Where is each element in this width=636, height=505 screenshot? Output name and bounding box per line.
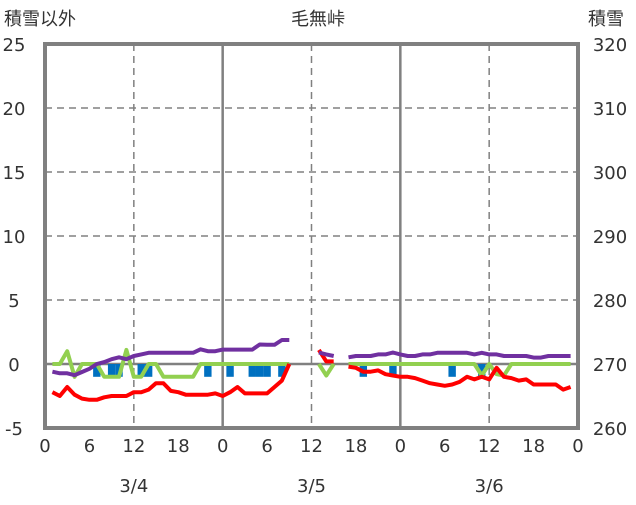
- precip-bar: [137, 364, 145, 377]
- x-tick-label: 18: [167, 436, 190, 457]
- x-tick-label: 0: [217, 436, 228, 457]
- right-tick-label: 300: [593, 163, 627, 184]
- x-tick-label: 12: [300, 436, 323, 457]
- x-tick-label: 6: [84, 436, 95, 457]
- right-tick-label: 270: [593, 355, 627, 376]
- precip-bar: [144, 364, 153, 377]
- green_series-line: [52, 347, 290, 379]
- green_series-line: [348, 362, 571, 378]
- right-tick-label: 260: [593, 419, 627, 440]
- left-tick-label: -5: [5, 419, 23, 440]
- x-tick-label: 18: [522, 436, 545, 457]
- date-label: 3/5: [297, 476, 326, 497]
- x-tick-label: 12: [122, 436, 145, 457]
- green_series-line: [317, 362, 336, 378]
- right-tick-label: 290: [593, 227, 627, 248]
- precip-bar: [107, 364, 116, 377]
- precip-bar: [226, 364, 234, 377]
- left-tick-label: 15: [3, 163, 26, 184]
- tick-labels: -5 0 5 10 15 20 25 260 270 280 290 300 310 320 0 6 12 18 0…: [3, 35, 628, 497]
- date-label: 3/6: [475, 476, 504, 497]
- line-series: [51, 338, 572, 402]
- x-tick-label: 0: [39, 436, 50, 457]
- left-tick-label: 0: [8, 355, 19, 376]
- precip-bar: [93, 364, 101, 377]
- snow_depth-line: [348, 350, 571, 360]
- x-tick-label: 6: [439, 436, 450, 457]
- left-tick-label: 20: [3, 99, 26, 120]
- chart-title: 毛無峠: [291, 9, 345, 30]
- x-tick-label: 18: [344, 436, 367, 457]
- precip-bar: [389, 364, 397, 377]
- precip-bar: [278, 364, 286, 377]
- right-tick-label: 280: [593, 291, 627, 312]
- right-tick-label: 310: [593, 99, 627, 120]
- snow_depth-line: [318, 350, 335, 358]
- precip-bar: [255, 364, 264, 377]
- precip-bar: [248, 364, 256, 377]
- left-tick-label: 10: [3, 227, 26, 248]
- precip-bar: [448, 364, 456, 377]
- temperature-line: [348, 364, 572, 392]
- snow_depth-line: [51, 338, 290, 378]
- x-tick-label: 6: [261, 436, 272, 457]
- precip-bar: [204, 364, 212, 377]
- precip-bar: [263, 364, 271, 377]
- right-tick-label: 320: [593, 35, 627, 56]
- date-label: 3/4: [119, 476, 148, 497]
- temperature-line: [51, 363, 292, 402]
- left-tick-label: 5: [8, 291, 19, 312]
- left-axis-label: 積雪以外: [4, 9, 76, 30]
- left-tick-label: 25: [3, 35, 26, 56]
- right-axis-label: 積雪: [588, 9, 624, 30]
- x-tick-label: 0: [395, 436, 406, 457]
- x-tick-label: 12: [478, 436, 501, 457]
- plot-border: [43, 42, 580, 430]
- precip-bar: [478, 364, 486, 377]
- x-tick-label: 0: [572, 436, 583, 457]
